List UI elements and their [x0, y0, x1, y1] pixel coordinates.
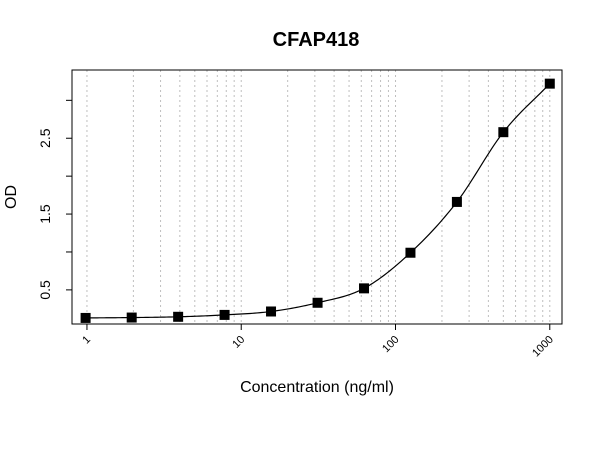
- y-axis-label: OD: [3, 185, 20, 209]
- x-axis: 1 10 100 1000: [80, 324, 556, 359]
- x-tick-label: 10: [230, 334, 247, 351]
- y-tick-label: 0.5: [37, 280, 53, 300]
- data-point: [173, 311, 184, 322]
- y-tick-label: 1.5: [37, 204, 53, 224]
- fit-curve: [85, 83, 551, 319]
- x-tick-label: 1000: [530, 334, 556, 360]
- grid-lines: [86, 70, 551, 324]
- chart-title: CFAP418: [273, 29, 360, 51]
- y-axis: 0.5 1.5 2.5: [37, 99, 72, 300]
- data-point: [312, 297, 323, 308]
- data-points: [80, 78, 555, 323]
- x-tick-label: 1: [80, 334, 93, 347]
- data-point: [80, 312, 91, 323]
- data-point: [498, 127, 509, 138]
- y-tick-label: 2.5: [37, 128, 53, 148]
- data-point: [359, 283, 370, 294]
- data-point: [451, 196, 462, 207]
- data-point: [405, 247, 416, 258]
- data-point: [544, 78, 555, 89]
- data-point: [266, 306, 277, 317]
- x-tick-label: 100: [380, 334, 401, 355]
- x-axis-label: Concentration (ng/ml): [240, 379, 394, 396]
- plot-frame: [71, 69, 563, 325]
- data-point: [219, 309, 230, 320]
- data-point: [126, 312, 137, 323]
